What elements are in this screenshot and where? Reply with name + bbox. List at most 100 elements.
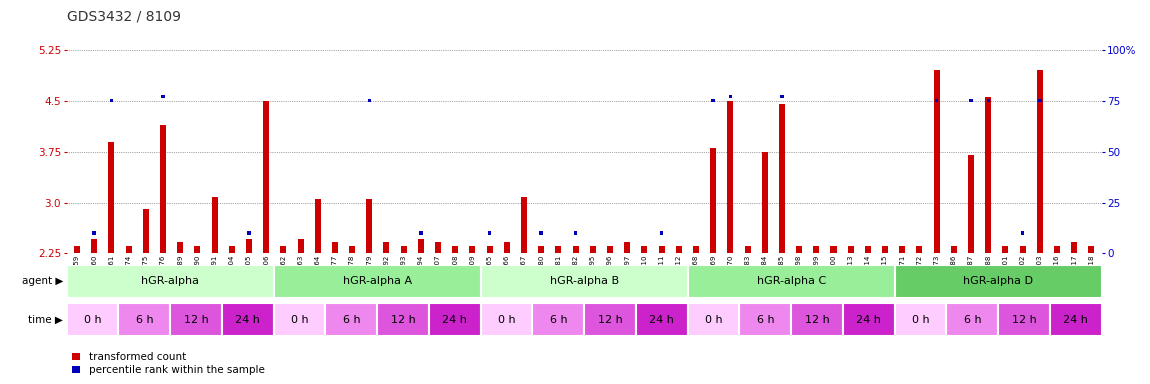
Bar — [383, 242, 390, 253]
Text: 24 h: 24 h — [1064, 314, 1088, 325]
Bar — [109, 99, 113, 103]
Bar — [108, 142, 114, 253]
Text: 0 h: 0 h — [84, 314, 101, 325]
Bar — [711, 148, 716, 253]
Bar — [118, 303, 170, 336]
Text: hGR-alpha A: hGR-alpha A — [343, 276, 412, 286]
Bar — [521, 197, 527, 253]
Bar — [538, 246, 544, 253]
Bar — [951, 246, 957, 253]
Bar — [555, 246, 561, 253]
Bar — [143, 209, 148, 253]
Bar — [377, 303, 429, 336]
Bar — [796, 246, 802, 253]
Bar — [194, 246, 200, 253]
Bar — [125, 246, 131, 253]
Bar — [222, 303, 274, 336]
Bar — [274, 265, 481, 298]
Bar — [1088, 246, 1095, 253]
Bar — [573, 246, 578, 253]
Bar — [315, 199, 321, 253]
Text: 12 h: 12 h — [184, 314, 208, 325]
Bar — [281, 246, 286, 253]
Legend: transformed count, percentile rank within the sample: transformed count, percentile rank withi… — [72, 353, 264, 375]
Bar — [969, 99, 973, 103]
Bar — [946, 303, 998, 336]
Bar — [624, 242, 630, 253]
Bar — [574, 232, 577, 235]
Bar — [229, 246, 235, 253]
Bar — [274, 303, 325, 336]
Bar — [895, 265, 1102, 298]
Bar — [1003, 246, 1009, 253]
Text: agent ▶: agent ▶ — [22, 276, 63, 286]
Text: 12 h: 12 h — [1012, 314, 1036, 325]
Bar — [712, 99, 715, 103]
Text: 0 h: 0 h — [705, 314, 722, 325]
Text: 6 h: 6 h — [136, 314, 153, 325]
Bar — [642, 246, 647, 253]
Bar — [636, 303, 688, 336]
Bar — [1021, 232, 1025, 235]
Bar — [865, 246, 871, 253]
Text: 24 h: 24 h — [650, 314, 674, 325]
Text: 0 h: 0 h — [291, 314, 308, 325]
Bar — [843, 303, 895, 336]
Text: 12 h: 12 h — [391, 314, 415, 325]
Bar — [539, 232, 543, 235]
Bar — [170, 303, 222, 336]
Bar — [367, 199, 373, 253]
Bar — [895, 303, 946, 336]
Bar — [761, 152, 768, 253]
Bar — [986, 98, 991, 253]
Text: 12 h: 12 h — [598, 314, 622, 325]
Bar — [791, 303, 843, 336]
Text: GDS3432 / 8109: GDS3432 / 8109 — [67, 10, 181, 23]
Text: 6 h: 6 h — [964, 314, 981, 325]
Bar — [935, 99, 938, 103]
Text: 6 h: 6 h — [343, 314, 360, 325]
Bar — [660, 232, 664, 235]
Bar — [676, 246, 682, 253]
Text: 6 h: 6 h — [550, 314, 567, 325]
Bar — [332, 242, 338, 253]
Bar — [813, 246, 819, 253]
Bar — [67, 303, 118, 336]
Bar — [91, 238, 98, 253]
Bar — [1037, 70, 1043, 253]
Bar — [659, 246, 665, 253]
Bar — [688, 265, 895, 298]
Text: 0 h: 0 h — [912, 314, 929, 325]
Bar — [1071, 242, 1078, 253]
Bar — [848, 246, 853, 253]
Bar — [744, 246, 751, 253]
Bar — [1020, 246, 1026, 253]
Bar — [987, 99, 990, 103]
Bar — [607, 246, 613, 253]
Bar — [830, 246, 836, 253]
Bar — [67, 265, 274, 298]
Bar — [780, 95, 783, 98]
Bar — [1055, 246, 1060, 253]
Bar — [263, 101, 269, 253]
Bar — [1038, 99, 1042, 103]
Bar — [882, 246, 888, 253]
Bar — [532, 303, 584, 336]
Bar — [590, 246, 596, 253]
Bar — [968, 155, 974, 253]
Bar — [917, 246, 922, 253]
Bar — [247, 232, 251, 235]
Text: 24 h: 24 h — [236, 314, 260, 325]
Bar — [246, 238, 252, 253]
Bar — [429, 303, 481, 336]
Text: 12 h: 12 h — [805, 314, 829, 325]
Bar — [739, 303, 791, 336]
Bar — [212, 197, 217, 253]
Bar — [419, 232, 422, 235]
Text: hGR-alpha B: hGR-alpha B — [550, 276, 619, 286]
Bar — [368, 99, 371, 103]
Bar — [177, 242, 183, 253]
Bar — [486, 246, 492, 253]
Text: 0 h: 0 h — [498, 314, 515, 325]
Bar — [899, 246, 905, 253]
